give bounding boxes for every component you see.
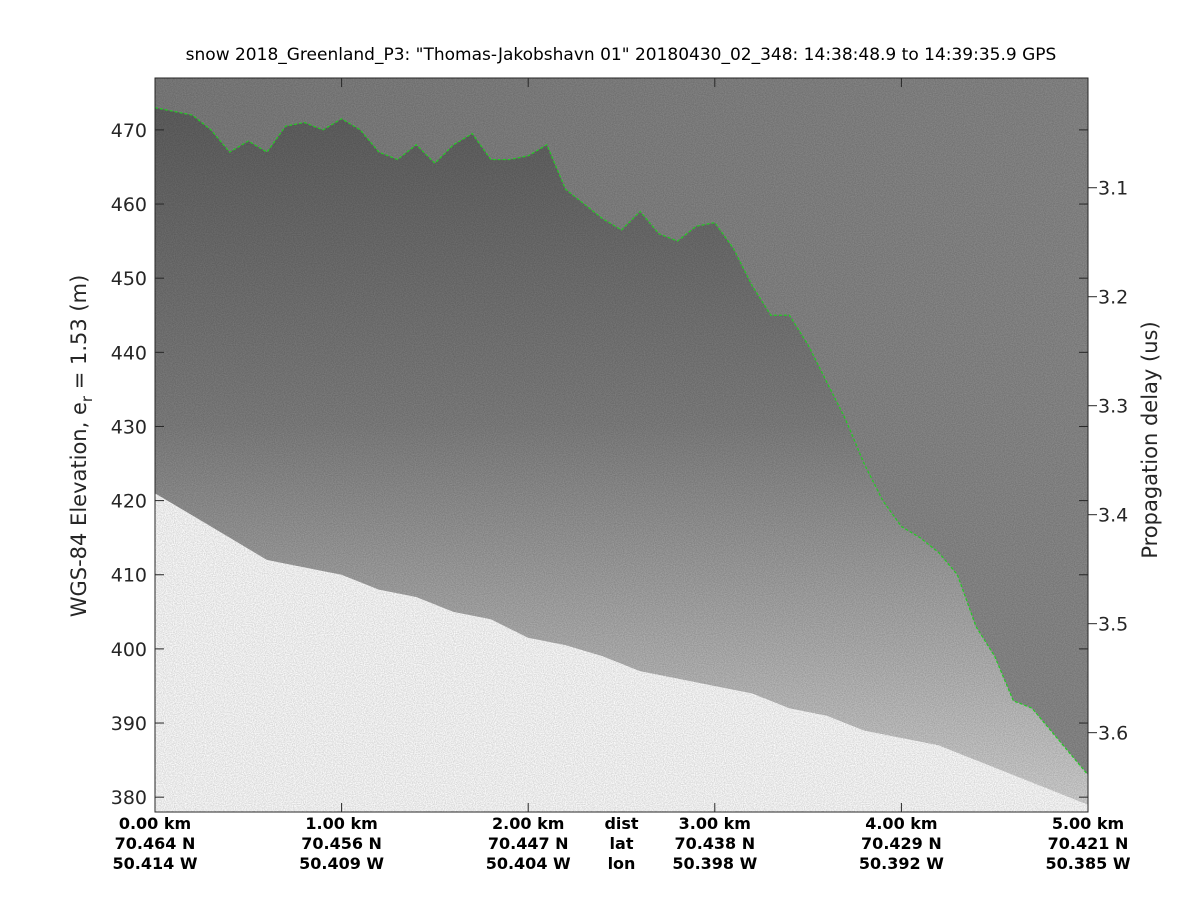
left-axis-label-main: WGS-84 Elevation, e [67, 402, 91, 617]
bottom-tick-label-lat: 70.429 N [861, 834, 942, 853]
right-y-axis: 3.1 3.2 3.3 3.4 3.5 3.6 [1088, 178, 1128, 745]
bottom-tick-label-dist: 3.00 km [679, 814, 751, 833]
bottom-row-label-lon: lon [608, 854, 636, 873]
left-tick-label: 430 [111, 416, 147, 438]
left-axis-label: WGS-84 Elevation, er = 1.53 (m) [67, 275, 96, 618]
left-tick-label: 460 [111, 194, 147, 216]
left-tick-label: 470 [111, 120, 147, 142]
left-tick-label: 380 [111, 787, 147, 809]
right-axis-label: Propagation delay (us) [1138, 321, 1162, 558]
left-y-axis: 380 390 400 410 420 430 440 450 460 470 [111, 120, 1088, 809]
bottom-tick-label-lon: 50.392 W [859, 854, 944, 873]
plot-frame [154, 77, 1089, 813]
bottom-tick-label-dist: 5.00 km [1052, 814, 1124, 833]
surface-pick-line [155, 107, 1088, 776]
left-tick-label: 410 [111, 565, 147, 587]
right-tick-label: 3.3 [1098, 396, 1128, 418]
right-tick-label: 3.5 [1098, 614, 1128, 636]
right-tick-label: 3.2 [1098, 287, 1128, 309]
plot-area [155, 78, 1088, 812]
bottom-tick-label-dist: 0.00 km [119, 814, 191, 833]
left-axis-label-subscript: r [78, 395, 96, 402]
bottom-tick-label-dist: 1.00 km [305, 814, 377, 833]
bottom-tick-label-lat: 70.421 N [1048, 834, 1129, 853]
bottom-tick-label-lat: 70.464 N [115, 834, 196, 853]
bottom-tick-label-lat: 70.456 N [301, 834, 382, 853]
bottom-tick-label-dist: 2.00 km [492, 814, 564, 833]
noise-texture [155, 78, 1088, 812]
right-tick-label: 3.6 [1098, 723, 1128, 745]
right-tick-label: 3.4 [1098, 505, 1128, 527]
bottom-tick-label-lon: 50.414 W [113, 854, 198, 873]
bottom-tick-label-lat: 70.447 N [488, 834, 569, 853]
left-tick-label: 450 [111, 268, 147, 290]
left-tick-label: 420 [111, 491, 147, 513]
chart-title: snow 2018_Greenland_P3: "Thomas-Jakobsha… [186, 45, 1057, 65]
bottom-tick-label-dist: 4.00 km [865, 814, 937, 833]
bottom-tick-label-lon: 50.404 W [486, 854, 571, 873]
bottom-row-label-dist: dist [604, 814, 638, 833]
bottom-row-label-lat: lat [610, 834, 634, 853]
left-axis-label-suffix: = 1.53 (m) [67, 275, 91, 396]
bottom-tick-label-lon: 50.398 W [672, 854, 757, 873]
bottom-tick-label-lat: 70.438 N [674, 834, 755, 853]
left-tick-label: 440 [111, 342, 147, 364]
bottom-tick-label-lon: 50.385 W [1046, 854, 1131, 873]
right-tick-label: 3.1 [1098, 178, 1128, 200]
bottom-tick-label-lon: 50.409 W [299, 854, 384, 873]
left-tick-label: 400 [111, 639, 147, 661]
left-tick-label: 390 [111, 713, 147, 735]
